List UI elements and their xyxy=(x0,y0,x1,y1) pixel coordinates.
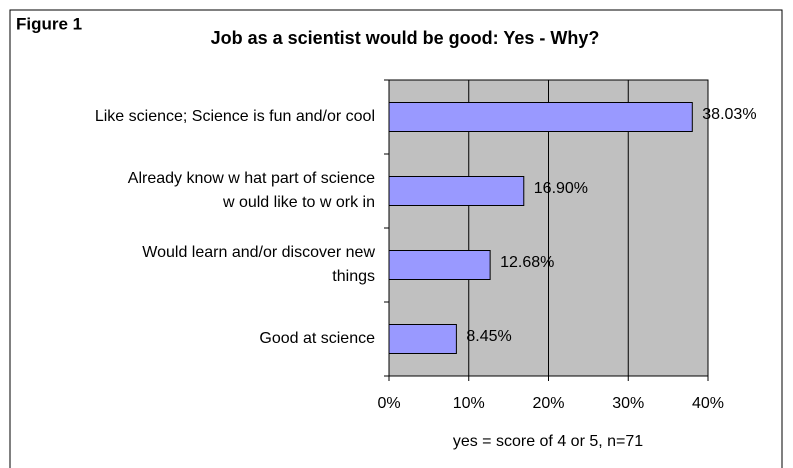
value-label: 8.45% xyxy=(466,328,511,345)
figure-label: Figure 1 xyxy=(16,14,82,33)
value-label: 12.68% xyxy=(500,254,554,271)
x-tick-label: 40% xyxy=(692,395,724,412)
chart-title: Job as a scientist would be good: Yes - … xyxy=(211,28,600,48)
value-label: 38.03% xyxy=(702,106,756,123)
y-tick-label: Already know w hat part of science xyxy=(128,170,375,187)
x-tick-label: 20% xyxy=(532,395,564,412)
y-tick-label: Good at science xyxy=(259,330,375,347)
y-tick-label: things xyxy=(332,268,375,285)
x-axis-label: yes = score of 4 or 5, n=71 xyxy=(453,433,643,450)
x-tick-label: 30% xyxy=(612,395,644,412)
y-tick-label: w ould like to w ork in xyxy=(222,194,375,211)
y-tick-label: Like science; Science is fun and/or cool xyxy=(95,108,375,125)
value-label: 16.90% xyxy=(534,180,588,197)
x-tick-label: 0% xyxy=(377,395,400,412)
bar xyxy=(388,176,525,206)
y-tick-label: Would learn and/or discover new xyxy=(142,244,375,261)
bar xyxy=(388,102,693,132)
bar xyxy=(388,250,491,280)
bar xyxy=(388,324,457,354)
x-tick-label: 10% xyxy=(453,395,485,412)
